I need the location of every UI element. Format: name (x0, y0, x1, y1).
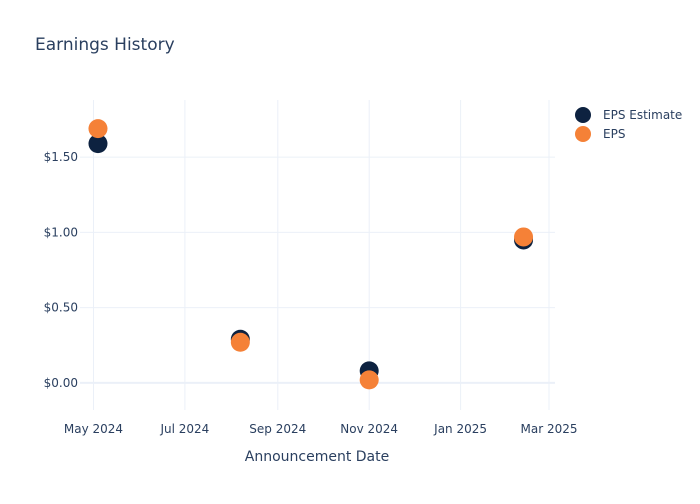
x-tick-label: Sep 2024 (249, 422, 306, 436)
eps-point (230, 332, 250, 352)
legend-label-eps-estimate: EPS Estimate (603, 108, 682, 122)
eps-point (88, 119, 108, 139)
x-tick-label: Nov 2024 (340, 422, 398, 436)
legend: EPS Estimate EPS (575, 107, 682, 142)
legend-marker-eps-estimate (575, 107, 591, 123)
y-tick-label: $1.00 (44, 225, 78, 239)
x-axis-title: Announcement Date (245, 449, 389, 465)
y-tick-label: $0.50 (44, 301, 78, 315)
eps-point (359, 370, 379, 390)
legend-marker-eps (575, 126, 591, 142)
x-tick-label: May 2024 (64, 422, 123, 436)
y-tick-label: $0.00 (44, 376, 78, 390)
x-axis-ticks: May 2024 Jul 2024 Sep 2024 Nov 2024 Jan 2025… (64, 422, 578, 436)
x-tick-label: Mar 2025 (521, 422, 578, 436)
eps-estimate-point (88, 134, 108, 154)
grid-lines (80, 100, 555, 410)
y-tick-label: $1.50 (44, 150, 78, 164)
x-tick-label: Jan 2025 (433, 422, 487, 436)
eps-point (514, 227, 534, 247)
chart-title: Earnings History (35, 35, 175, 55)
legend-label-eps: EPS (603, 127, 625, 141)
data-points (88, 119, 534, 390)
x-tick-label: Jul 2024 (159, 422, 209, 436)
y-axis-ticks: $0.00 $0.50 $1.00 $1.50 (44, 150, 78, 390)
